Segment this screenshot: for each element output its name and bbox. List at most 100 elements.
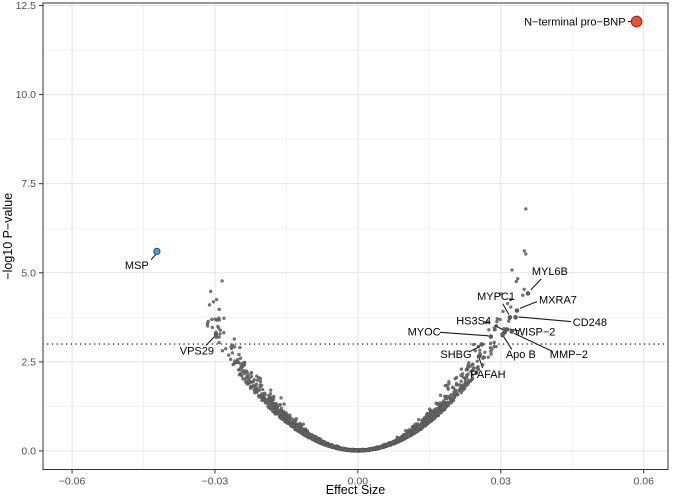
data-point bbox=[486, 355, 490, 359]
gridlines-layer bbox=[43, 3, 668, 470]
data-point bbox=[495, 319, 499, 324]
data-point bbox=[292, 423, 296, 427]
data-point bbox=[251, 380, 256, 384]
data-point bbox=[218, 328, 223, 332]
data-point bbox=[260, 383, 264, 388]
data-point bbox=[246, 373, 251, 377]
data-point bbox=[325, 443, 329, 448]
data-point bbox=[374, 446, 378, 451]
data-point bbox=[277, 403, 282, 407]
data-point bbox=[274, 401, 278, 406]
data-point bbox=[268, 392, 273, 396]
data-point bbox=[522, 249, 526, 253]
data-point bbox=[406, 434, 410, 438]
data-point bbox=[238, 345, 242, 350]
data-point bbox=[248, 386, 253, 390]
data-point bbox=[378, 446, 382, 450]
point-label: HS3S4 bbox=[456, 315, 491, 327]
data-point bbox=[465, 373, 469, 377]
data-point bbox=[413, 425, 417, 429]
data-point bbox=[217, 318, 222, 322]
data-point bbox=[488, 341, 493, 346]
data-point bbox=[492, 326, 496, 330]
data-point bbox=[211, 300, 216, 304]
data-point bbox=[240, 361, 245, 365]
data-point bbox=[484, 321, 488, 325]
data-point bbox=[258, 379, 263, 384]
data-point bbox=[460, 372, 465, 376]
x-tick-label: 0.03 bbox=[491, 476, 512, 488]
data-point bbox=[463, 377, 468, 382]
highlighted-point-msp bbox=[153, 247, 161, 256]
data-point bbox=[298, 423, 303, 428]
data-point bbox=[459, 379, 463, 383]
data-point bbox=[495, 317, 499, 321]
point-label: MYOC bbox=[408, 326, 441, 338]
label-leader-line bbox=[478, 358, 484, 369]
point-label: MYPC1 bbox=[477, 291, 515, 303]
data-point bbox=[416, 422, 420, 426]
x-tick-label: −0.06 bbox=[59, 476, 86, 488]
label-leader-line bbox=[509, 328, 519, 332]
label-leader-line bbox=[205, 336, 215, 346]
data-point bbox=[459, 390, 463, 395]
point-label: VPS29 bbox=[180, 346, 214, 358]
data-point bbox=[220, 349, 225, 353]
data-point bbox=[417, 418, 421, 422]
data-point bbox=[508, 297, 513, 302]
data-point bbox=[499, 292, 503, 296]
data-point bbox=[266, 398, 271, 402]
data-point bbox=[461, 375, 465, 379]
data-point bbox=[442, 403, 446, 407]
data-point bbox=[207, 303, 212, 307]
data-point bbox=[431, 416, 436, 420]
point-label: PAFAH bbox=[470, 369, 505, 381]
highlighted-point-mxra7 bbox=[514, 308, 520, 313]
highlighted-point-n-terminal-pro-bnp bbox=[630, 15, 643, 28]
panel-border-layer bbox=[42, 2, 669, 470]
label-leader-line bbox=[502, 303, 510, 315]
data-point bbox=[295, 426, 299, 431]
data-point bbox=[396, 438, 401, 442]
data-point bbox=[295, 423, 300, 428]
y-tick-label: 0.0 bbox=[21, 445, 36, 457]
y-tick-label: 2.5 bbox=[21, 356, 36, 368]
highlighted-point-myl6b bbox=[525, 291, 531, 296]
data-point bbox=[391, 440, 395, 445]
data-point bbox=[257, 376, 261, 380]
data-point bbox=[263, 393, 267, 397]
panel-border bbox=[42, 2, 669, 470]
data-point bbox=[253, 391, 257, 395]
label-leader-line bbox=[150, 253, 157, 260]
data-point bbox=[483, 350, 487, 355]
data-point bbox=[521, 293, 525, 297]
data-point bbox=[472, 366, 476, 370]
data-point bbox=[210, 317, 214, 322]
panel-background bbox=[43, 3, 668, 470]
data-point bbox=[468, 379, 473, 383]
data-point bbox=[454, 375, 459, 380]
data-point bbox=[443, 383, 447, 388]
highlighted-point-apo-b bbox=[500, 332, 505, 337]
data-point bbox=[470, 368, 474, 373]
data-point bbox=[279, 396, 283, 400]
data-point bbox=[260, 397, 264, 402]
data-point bbox=[311, 434, 316, 438]
label-leader-line bbox=[469, 346, 481, 353]
highlighted-point-vps29 bbox=[213, 332, 219, 337]
highlighted-point-pafah bbox=[476, 354, 482, 359]
data-point bbox=[241, 377, 245, 381]
data-point bbox=[222, 331, 226, 335]
data-point bbox=[507, 319, 511, 323]
y-tick-label: 10.0 bbox=[16, 89, 37, 101]
data-point bbox=[471, 376, 475, 381]
data-point bbox=[343, 448, 347, 452]
data-point bbox=[442, 399, 446, 403]
data-point bbox=[242, 369, 247, 373]
data-point bbox=[475, 370, 479, 375]
data-point bbox=[247, 380, 252, 384]
data-point bbox=[232, 337, 237, 341]
data-point bbox=[249, 370, 254, 375]
point-label: Apo B bbox=[506, 349, 536, 361]
